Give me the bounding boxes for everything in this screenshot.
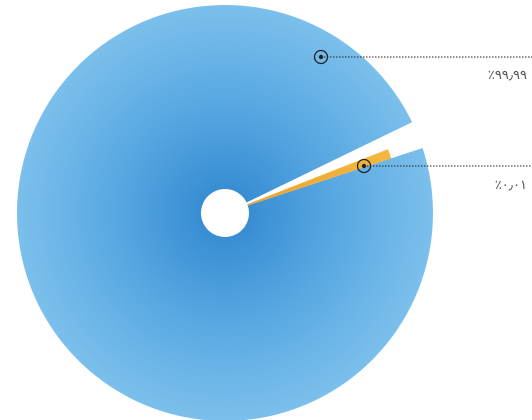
- callouts-layer: ٪۹۹٫۹۹ ٪۰٫۰۱: [313, 49, 532, 193]
- callout-dot-large: [318, 54, 324, 60]
- callout-marker-large: [313, 49, 329, 65]
- slice-label-small: ٪۰٫۰۱: [495, 178, 527, 193]
- pie-slice-small: [225, 149, 392, 213]
- callout-dot-small: [361, 163, 367, 169]
- donut-hole: [201, 189, 249, 237]
- slice-label-large: ٪۹۹٫۹۹: [488, 68, 527, 83]
- callout-marker-small: [356, 158, 372, 174]
